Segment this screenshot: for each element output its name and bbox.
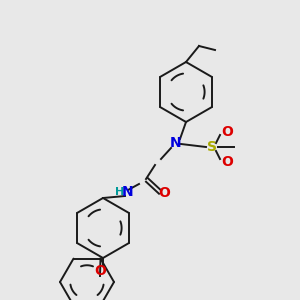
Text: O: O — [221, 125, 233, 139]
Text: N: N — [170, 136, 182, 150]
Text: N: N — [122, 185, 134, 199]
Text: O: O — [158, 186, 170, 200]
Text: H: H — [116, 187, 124, 197]
Text: O: O — [94, 264, 106, 278]
Text: O: O — [221, 155, 233, 169]
Text: S: S — [207, 140, 217, 154]
